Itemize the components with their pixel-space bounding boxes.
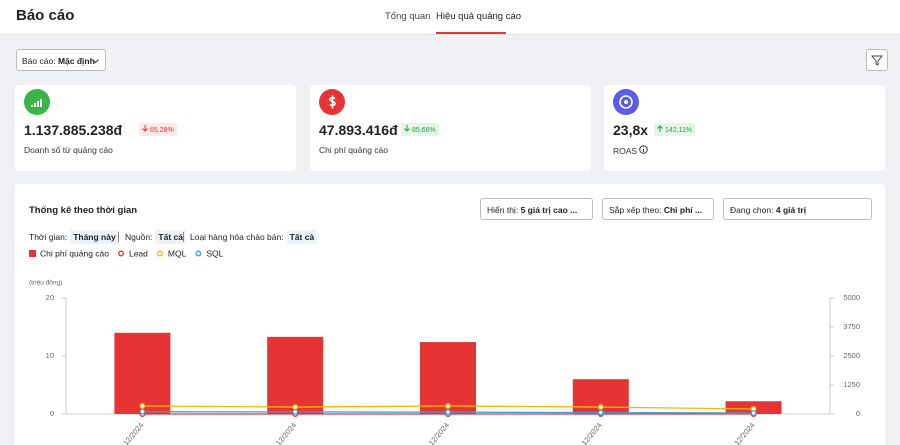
x-tick-label: 12/2024 bbox=[121, 421, 145, 445]
legend-label: Chi phí quảng cáo bbox=[40, 248, 109, 258]
label-text: ROAS bbox=[613, 146, 638, 156]
legend-swatch bbox=[29, 250, 36, 257]
card: 23,8x 142,11% ROAS bbox=[604, 85, 885, 171]
change-value: 85,66% bbox=[411, 127, 436, 134]
filter-label: Nguồn: bbox=[125, 232, 153, 242]
select[interactable]: Hiển thị: 5 giá trị cao ... bbox=[480, 198, 593, 220]
page-title: Báo cáo bbox=[16, 7, 75, 24]
filter-value: Tháng này bbox=[70, 230, 119, 244]
filter-label: Loại hàng hóa chào bán: bbox=[190, 232, 284, 242]
filter-icon bbox=[870, 55, 884, 66]
x-tick-label: 12/2024 bbox=[274, 421, 298, 445]
panel-title: Thống kê theo thời gian bbox=[29, 205, 138, 216]
legend-label: MQL bbox=[168, 248, 187, 258]
top-bar: Báo cáo Tổng quan Hiệu quả quảng cáo bbox=[0, 0, 900, 35]
select-value: 5 giá trị cao ... bbox=[520, 205, 578, 215]
filter-value: Tất cả bbox=[286, 230, 318, 244]
filter-button[interactable] bbox=[866, 49, 888, 71]
legend-label: Lead bbox=[129, 248, 148, 258]
select-label: Sắp xếp theo: bbox=[609, 205, 662, 215]
x-tick-label: 12/2024 bbox=[580, 421, 604, 445]
y2-tick-label: 2500 bbox=[843, 351, 860, 360]
card-value: 23,8x bbox=[613, 122, 649, 138]
point bbox=[445, 409, 451, 416]
filter-value: Tất cả bbox=[155, 230, 186, 244]
y2-tick-label: 3750 bbox=[843, 322, 860, 331]
report-select[interactable]: Báo cáo: Mặc định bbox=[16, 49, 106, 71]
info-icon[interactable] bbox=[639, 145, 649, 154]
arrow-down bbox=[142, 125, 148, 132]
filter-label: Thời gian: bbox=[29, 232, 68, 242]
card: 47.893.416đ 85,66% Chi phí quảng cáo bbox=[310, 85, 591, 171]
card-label: ROAS bbox=[613, 145, 649, 156]
bar bbox=[420, 342, 476, 414]
filter[interactable]: Loại hàng hóa chào bán: Tất cả bbox=[183, 230, 318, 244]
card-icon bbox=[24, 89, 50, 115]
filter[interactable]: Thời gian: Tháng này bbox=[29, 230, 119, 244]
change-value: 142,11% bbox=[664, 127, 693, 134]
card-change: 85,66% bbox=[401, 123, 439, 136]
x-tick-label: 12/2024 bbox=[427, 421, 451, 445]
card-change: 65,28% bbox=[139, 123, 177, 136]
y2-tick-label: 0 bbox=[856, 409, 860, 418]
arrow-down bbox=[404, 125, 410, 132]
point bbox=[597, 404, 604, 410]
card-icon bbox=[319, 89, 345, 115]
select[interactable]: Đang chọn: 4 giá trị bbox=[723, 198, 872, 220]
point bbox=[292, 408, 299, 415]
select-value: 4 giá trị bbox=[775, 205, 807, 215]
tab-indicator bbox=[436, 32, 506, 34]
point bbox=[445, 403, 451, 409]
bar bbox=[114, 332, 171, 414]
icon-glyph bbox=[329, 95, 336, 109]
bar bbox=[267, 336, 324, 414]
icon-glyph bbox=[619, 95, 633, 109]
tab[interactable]: Tổng quan bbox=[385, 11, 431, 22]
legend-swatch bbox=[195, 250, 202, 257]
filter[interactable]: Nguồn: Tất cả bbox=[118, 230, 186, 244]
arrow-up bbox=[657, 125, 663, 132]
point bbox=[597, 409, 604, 416]
select[interactable]: Sắp xếp theo: Chi phí ... bbox=[602, 198, 714, 220]
card-change: 142,11% bbox=[654, 123, 696, 136]
card-value: 47.893.416đ bbox=[319, 122, 398, 138]
y2-tick-label: 5000 bbox=[843, 293, 860, 302]
y-axis-label: (triệu đồng) bbox=[29, 278, 62, 287]
select-value: Chi phí ... bbox=[663, 205, 703, 215]
point bbox=[139, 408, 146, 415]
card: 1.137.885.238đ 65,28% Doanh số từ quảng … bbox=[15, 85, 296, 171]
x-tick-label: 12/2024 bbox=[732, 421, 756, 445]
point bbox=[292, 404, 299, 410]
card-icon bbox=[613, 89, 639, 115]
y2-tick-label: 1250 bbox=[843, 380, 860, 389]
y-tick-label: 10 bbox=[46, 351, 54, 360]
legend-swatch bbox=[156, 250, 163, 257]
point bbox=[750, 410, 757, 417]
card-label: Doanh số từ quảng cáo bbox=[24, 145, 113, 155]
y-tick-label: 0 bbox=[50, 409, 54, 418]
select-value: Mặc định bbox=[57, 56, 95, 66]
card-value: 1.137.885.238đ bbox=[24, 122, 123, 138]
legend-swatch bbox=[118, 250, 124, 257]
card-label: Chi phí quảng cáo bbox=[319, 145, 388, 155]
y-tick-label: 20 bbox=[46, 293, 54, 302]
change-value: 65,28% bbox=[149, 127, 174, 134]
tab-active[interactable]: Hiệu quả quảng cáo bbox=[436, 11, 522, 22]
icon-glyph bbox=[31, 99, 42, 107]
legend-label: SQL bbox=[206, 248, 223, 258]
chevron bbox=[92, 59, 99, 64]
select-label: Báo cáo: bbox=[22, 56, 56, 66]
select-label: Đang chọn: bbox=[730, 205, 774, 215]
select-label: Hiển thị: bbox=[487, 205, 519, 215]
point bbox=[139, 403, 146, 409]
